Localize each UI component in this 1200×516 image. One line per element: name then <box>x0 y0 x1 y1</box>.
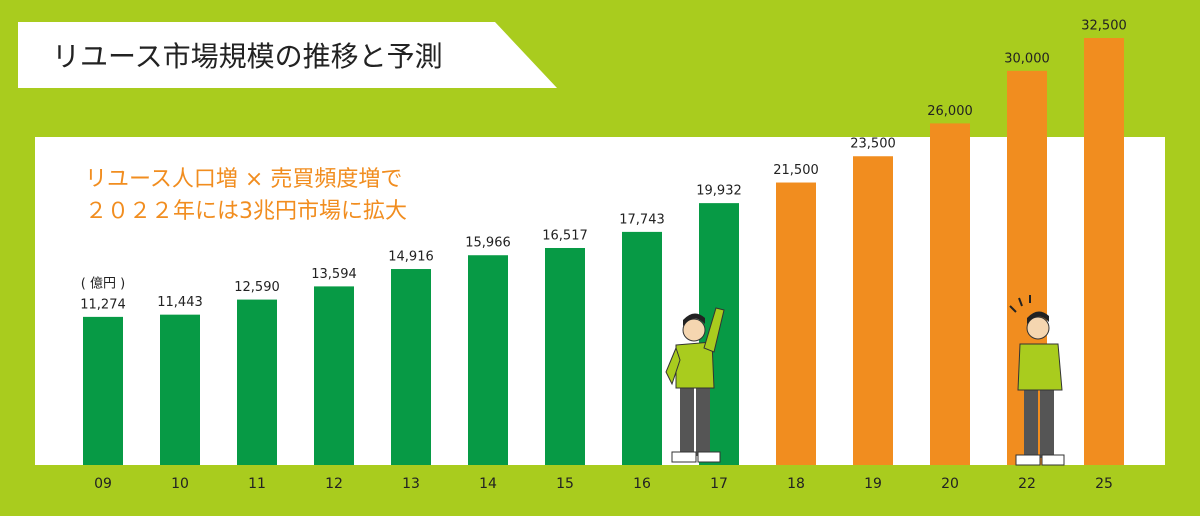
value-label: 23,500 <box>850 137 896 152</box>
x-tick-label: 20 <box>941 476 959 492</box>
person-cheering <box>665 307 725 463</box>
bar <box>314 286 354 465</box>
chart-title: リユース市場規模の推移と予測 <box>52 40 443 73</box>
panel <box>35 137 1165 465</box>
bars: 11,274 09 ( 億円 ) 11,443 10 12,590 11 13,594 12 14… <box>80 19 1127 493</box>
subtitle: ２０２２年には3兆円市場に拡大 <box>85 199 407 224</box>
bar <box>1084 38 1124 465</box>
value-label: 21,500 <box>773 163 819 178</box>
value-label: 30,000 <box>1004 51 1050 66</box>
x-tick-label: 17 <box>710 476 728 492</box>
unit-label: ( 億円 ) <box>81 275 125 291</box>
x-tick-label: 12 <box>325 476 343 492</box>
x-tick-label: 11 <box>248 476 266 492</box>
bar <box>622 231 662 465</box>
bar <box>237 299 277 465</box>
subtitle: リユース人口増 × 売買頻度増で <box>85 167 402 192</box>
x-tick-label: 22 <box>1018 476 1036 492</box>
bar <box>545 247 585 465</box>
bar <box>468 255 508 465</box>
bar <box>391 269 431 465</box>
bar <box>776 182 816 465</box>
value-label: 26,000 <box>927 104 973 119</box>
x-tick-label: 25 <box>1095 476 1113 492</box>
value-label: 17,743 <box>619 212 665 227</box>
x-tick-label: 16 <box>633 476 651 492</box>
person-surprised <box>1009 295 1065 466</box>
value-label: 14,916 <box>388 250 434 265</box>
x-tick-label: 19 <box>864 476 882 492</box>
x-tick-label: 18 <box>787 476 805 492</box>
value-label: 19,932 <box>696 184 742 199</box>
value-label: 11,443 <box>157 295 203 310</box>
x-tick-label: 14 <box>479 476 497 492</box>
bar <box>160 314 200 465</box>
title-box <box>18 22 557 88</box>
x-tick-label: 13 <box>402 476 420 492</box>
bar <box>930 123 970 466</box>
value-label: 15,966 <box>465 236 511 251</box>
bar <box>853 156 893 465</box>
value-label: 32,500 <box>1081 19 1127 34</box>
x-tick-label: 09 <box>94 476 112 492</box>
x-tick-label: 10 <box>171 476 189 492</box>
value-label: 11,274 <box>80 297 126 312</box>
value-label: 12,590 <box>234 280 280 295</box>
value-label: 13,594 <box>311 267 357 282</box>
value-label: 16,517 <box>542 228 588 243</box>
bar <box>83 316 123 465</box>
x-tick-label: 15 <box>556 476 574 492</box>
